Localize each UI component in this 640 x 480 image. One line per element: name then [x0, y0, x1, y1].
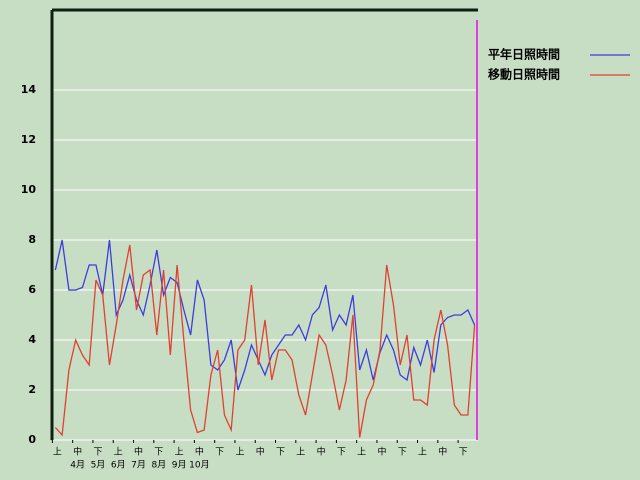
x-tick-label: 下 [459, 448, 468, 458]
x-tick-label: 下 [337, 448, 346, 458]
x-tick-label: 中 [73, 446, 82, 458]
x-tick-label: 中 [438, 446, 447, 458]
x-tick-label: 中 [195, 446, 204, 458]
x-tick-label: 中 [377, 446, 386, 458]
x-tick-label: 上 [175, 447, 184, 458]
month-label: 10月 [189, 460, 209, 471]
y-tick-label: 14 [21, 83, 37, 96]
y-tick-label: 12 [21, 133, 36, 146]
y-tick-label: 6 [28, 283, 36, 296]
y-tick-label: 10 [21, 183, 37, 196]
x-tick-label: 上 [235, 447, 244, 458]
month-label: 4月 [70, 460, 85, 471]
month-label: 8月 [151, 460, 166, 471]
x-tick-label: 中 [317, 446, 326, 458]
month-label: 5月 [91, 460, 106, 471]
y-tick-label: 0 [28, 433, 36, 446]
legend-label: 平年日照時間 [488, 47, 560, 62]
x-tick-label: 上 [114, 447, 123, 458]
x-tick-label: 中 [256, 446, 265, 458]
month-label: 6月 [111, 460, 126, 471]
legend-label: 移動日照時間 [488, 67, 560, 82]
x-tick-label: 上 [357, 447, 366, 458]
x-tick-label: 上 [296, 447, 305, 458]
y-tick-label: 2 [28, 383, 36, 396]
x-tick-label: 中 [134, 446, 143, 458]
x-tick-label: 下 [215, 448, 224, 458]
x-tick-label: 下 [276, 448, 285, 458]
x-tick-label: 下 [93, 448, 102, 458]
series-line [54, 239, 476, 391]
y-tick-label: 8 [28, 233, 36, 246]
y-tick-label: 4 [28, 333, 36, 346]
x-tick-label: 下 [398, 448, 407, 458]
x-tick-label: 上 [418, 447, 427, 458]
x-tick-label: 上 [53, 447, 62, 458]
month-label: 9月 [172, 460, 187, 471]
x-tick-label: 下 [154, 448, 163, 458]
month-label: 7月 [131, 460, 146, 471]
series-line [54, 244, 476, 438]
